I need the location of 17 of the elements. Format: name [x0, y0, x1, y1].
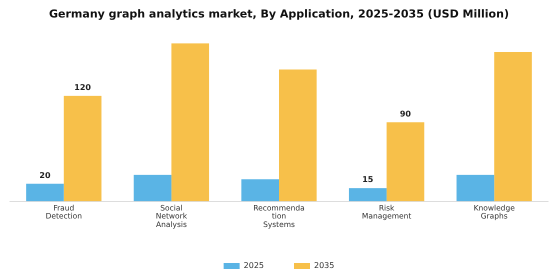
- bar: [64, 96, 102, 202]
- bar: [279, 70, 317, 202]
- legend-label: 2025: [244, 261, 264, 270]
- bar: [386, 122, 424, 202]
- legend-label: 2035: [314, 261, 334, 270]
- bar: [26, 184, 64, 202]
- data-label: 20: [39, 170, 51, 180]
- bar: [171, 43, 210, 202]
- bar: [241, 179, 279, 202]
- data-label: 90: [400, 109, 412, 118]
- data-label: 120: [74, 82, 92, 92]
- chart-title: Germany graph analytics market, By Application, 2025-2035 (USD Million): [49, 7, 509, 20]
- bar: [348, 188, 387, 202]
- bar: [134, 174, 172, 202]
- bar: [456, 174, 494, 202]
- data-label: 15: [362, 175, 374, 184]
- bar: [494, 52, 532, 202]
